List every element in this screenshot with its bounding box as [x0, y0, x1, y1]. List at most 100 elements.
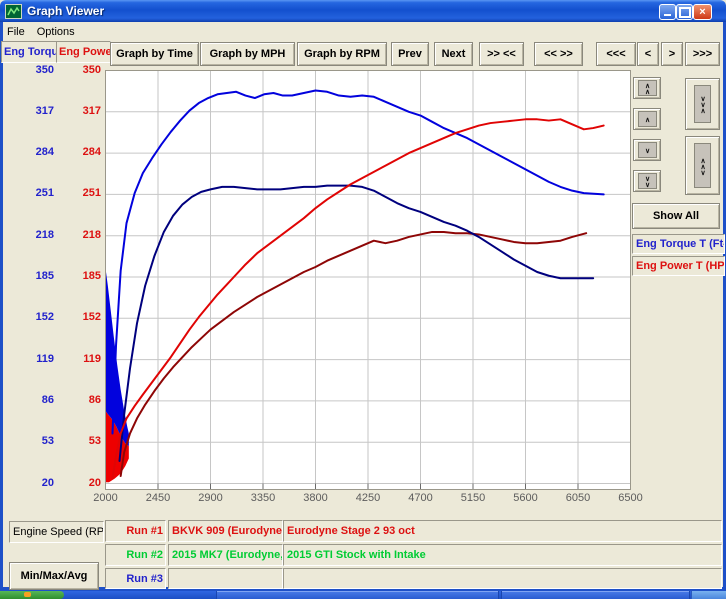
- run3-description-box[interactable]: [283, 568, 722, 589]
- window-title: Graph Viewer: [27, 4, 105, 18]
- power-axis-header: Eng Powe: [56, 41, 111, 63]
- y-axis-label-power: 251: [82, 187, 101, 200]
- series-run-1-eng-power-t-hp-: [111, 118, 605, 480]
- y-axis-label-power: 119: [83, 352, 101, 365]
- chevron-double-up-icon: ∧∧: [643, 82, 651, 94]
- legend-torque[interactable]: Eng Torque T (Ft-L: [632, 234, 725, 254]
- y-scale-spin-button-chevron-up[interactable]: ∧: [633, 108, 661, 130]
- scroll-right-button[interactable]: >: [661, 42, 683, 66]
- chevron-up-icon: ∧: [643, 116, 651, 122]
- zoom-out-x-button[interactable]: << >>: [534, 42, 583, 66]
- series-run-1-eng-torque-t-ft-lb-: [111, 89, 605, 435]
- close-button[interactable]: ×: [693, 4, 712, 20]
- series-run-2-eng-torque-t-ft-lb-: [118, 184, 595, 462]
- window-border-right: [723, 22, 726, 588]
- y-zoom-button-out[interactable]: ∧∧∨: [685, 136, 720, 195]
- y-scale-spin-button-chevron-double-up[interactable]: ∧∧: [633, 77, 661, 99]
- graph-by-mph-button[interactable]: Graph by MPH: [200, 42, 295, 66]
- y-zoom-button-in[interactable]: ∨∨∧: [685, 78, 720, 130]
- y-axis-label-torque: 86: [41, 393, 54, 406]
- app-icon: [5, 3, 22, 19]
- y-axis-label-torque: 284: [35, 146, 54, 159]
- plot-border: [105, 70, 631, 490]
- close-icon: ×: [699, 6, 706, 18]
- x-axis-label: 4250: [355, 492, 381, 504]
- run1-label: Run #1: [105, 520, 166, 542]
- y-axis-label-torque: 185: [35, 270, 54, 282]
- run2-description-box[interactable]: 2015 GTI Stock with Intake: [283, 544, 722, 566]
- run3-file-box[interactable]: [168, 568, 283, 589]
- y-axis-label-power: 86: [88, 393, 101, 406]
- minimize-icon: [664, 14, 671, 16]
- taskbar-task-button[interactable]: [216, 591, 499, 599]
- scroll-far-right-button[interactable]: >>>: [685, 42, 720, 66]
- run1-file-box[interactable]: BKVK 909 (Eurodyne, I: [168, 520, 283, 542]
- x-axis-label: 4700: [408, 492, 433, 504]
- x-axis-label: 5150: [460, 492, 486, 504]
- y-axis-label-power: 185: [82, 270, 101, 282]
- y-axis-label-torque: 119: [36, 352, 54, 365]
- y-axis-label-torque: 53: [41, 435, 54, 448]
- zoom-in-x-button[interactable]: >> <<: [479, 42, 524, 66]
- zoom-out-vertical-icon: ∧∧∨: [699, 156, 706, 175]
- y-axis-label-torque: 350: [35, 63, 54, 76]
- run3-label: Run #3: [105, 568, 166, 589]
- graph-by-time-button[interactable]: Graph by Time: [110, 42, 199, 66]
- taskbar-task-button[interactable]: [501, 591, 690, 599]
- legend-power[interactable]: Eng Power T (HP): [632, 256, 725, 276]
- chevron-double-down-icon: ∨∨: [637, 173, 657, 189]
- run1-torque-start-noise: [105, 268, 129, 446]
- zoom-out-vertical-icon: ∧∧∨: [694, 143, 711, 188]
- y-axis-label-power: 317: [82, 104, 101, 117]
- x-axis-label: 3350: [250, 492, 276, 504]
- chart-canvas: [105, 70, 631, 490]
- y-axis-label-torque: 152: [35, 311, 54, 324]
- scroll-left-button[interactable]: <: [637, 42, 659, 66]
- run2-file-box[interactable]: 2015 MK7 (Eurodyne, E: [168, 544, 283, 566]
- run1-description-box[interactable]: Eurodyne Stage 2 93 oct: [283, 520, 722, 542]
- window-border-left: [0, 22, 3, 588]
- x-axis-units-box: Engine Speed (RPM: [9, 521, 104, 543]
- next-button[interactable]: Next: [434, 42, 473, 66]
- scroll-far-left-button[interactable]: <<<: [596, 42, 636, 66]
- minimize-button[interactable]: [659, 4, 676, 20]
- y-axis-label-power: 20: [88, 476, 101, 489]
- x-axis-label: 2450: [145, 492, 171, 504]
- x-axis-label: 3800: [303, 492, 328, 504]
- x-axis-label: 6500: [618, 492, 643, 504]
- show-all-button[interactable]: Show All: [632, 203, 720, 229]
- system-tray: [691, 591, 726, 599]
- y-scale-spin-button-chevron-double-down[interactable]: ∨∨: [633, 170, 661, 192]
- zoom-in-vertical-icon: ∨∨∧: [694, 85, 711, 123]
- series-run-2-eng-power-t-hp-: [119, 230, 588, 477]
- y-axis-label-torque: 251: [35, 187, 54, 200]
- windows-flag-icon: [24, 592, 31, 597]
- x-axis-label: 5600: [513, 492, 538, 504]
- menu-file[interactable]: File: [7, 25, 25, 38]
- menu-options[interactable]: Options: [36, 25, 75, 38]
- chevron-down-icon: ∨: [637, 142, 657, 158]
- x-axis-label: 2000: [93, 492, 118, 504]
- zoom-in-vertical-icon: ∨∨∧: [699, 95, 706, 113]
- y-axis-label-torque: 20: [41, 476, 54, 489]
- y-axis-label-power: 284: [82, 146, 101, 159]
- start-button[interactable]: [0, 591, 64, 599]
- chevron-down-icon: ∨: [643, 147, 651, 153]
- y-axis-label-power: 53: [88, 435, 101, 448]
- y-axis-label-power: 152: [82, 311, 101, 324]
- menu-bar: File Options: [0, 22, 726, 41]
- y-axis-label-power: 350: [82, 63, 101, 76]
- prev-button[interactable]: Prev: [391, 42, 429, 66]
- torque-axis-header: Eng Torqu: [1, 41, 58, 63]
- y-axis-label-torque: 218: [35, 228, 54, 241]
- chevron-double-down-icon: ∨∨: [643, 175, 651, 187]
- y-scale-spin-button-chevron-down[interactable]: ∨: [633, 139, 661, 161]
- y-axis-label-power: 218: [82, 228, 101, 241]
- run2-label: Run #2: [105, 544, 166, 566]
- x-axis-label: 2900: [198, 492, 223, 504]
- graph-by-rpm-button[interactable]: Graph by RPM: [297, 42, 387, 66]
- title-bar[interactable]: Graph Viewer: [0, 0, 726, 22]
- min-max-avg-button[interactable]: Min/Max/Avg: [9, 562, 99, 590]
- maximize-button[interactable]: [676, 4, 693, 20]
